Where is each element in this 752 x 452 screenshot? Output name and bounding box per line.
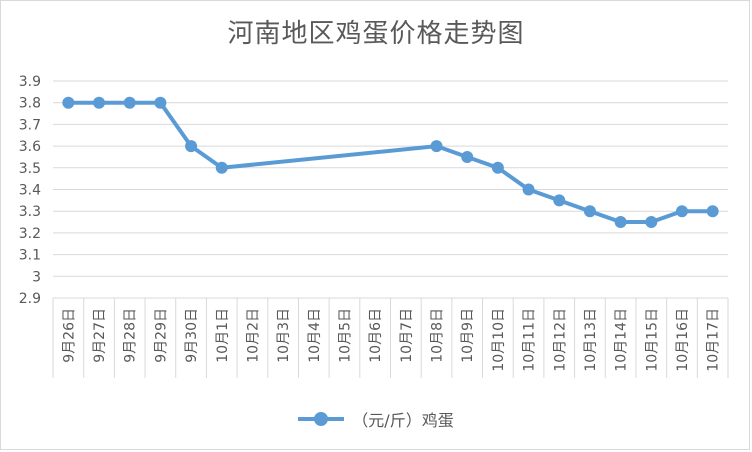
y-tick-label: 3.5 (19, 161, 41, 177)
data-point (93, 96, 106, 109)
data-point (123, 96, 136, 109)
data-point (62, 96, 75, 109)
data-point (645, 216, 658, 229)
data-point (215, 161, 228, 174)
x-tick-label: 10月15日 (644, 308, 660, 372)
x-tick-label: 9月26日 (61, 308, 77, 363)
x-tick-label: 10月8日 (430, 308, 446, 363)
x-tick-label: 10月9日 (460, 308, 476, 363)
y-tick-label: 3 (32, 269, 41, 285)
data-point (430, 140, 443, 153)
x-tick-label: 10月13日 (583, 308, 599, 372)
x-tick-label: 9月29日 (153, 308, 169, 363)
x-tick-label: 10月6日 (368, 308, 384, 363)
y-tick-label: 3.9 (19, 74, 41, 90)
y-tick-label: 3.8 (19, 96, 41, 112)
x-tick-label: 10月3日 (276, 308, 292, 363)
x-tick-label: 10月12日 (552, 308, 568, 372)
x-tick-label: 9月30日 (184, 308, 200, 363)
y-tick-label: 3.7 (19, 117, 41, 133)
x-tick-label: 10月5日 (337, 308, 353, 363)
data-point (614, 216, 627, 229)
data-point (522, 183, 535, 196)
y-tick-label: 3.4 (19, 183, 41, 199)
chart-title: 河南地区鸡蛋价格走势图 (227, 19, 525, 49)
x-tick-label: 10月4日 (307, 308, 323, 363)
x-tick-label: 10月11日 (522, 308, 538, 372)
data-point (491, 161, 504, 174)
data-point (706, 205, 719, 218)
x-tick-label: 10月7日 (399, 308, 415, 363)
x-tick-label: 9月28日 (123, 308, 139, 363)
y-tick-label: 3.6 (19, 139, 41, 155)
data-point (553, 194, 566, 207)
legend-line-marker (298, 412, 345, 426)
y-tick-label: 3.1 (19, 248, 41, 264)
x-tick-label: 10月14日 (614, 308, 630, 372)
x-tick-label: 10月2日 (245, 308, 261, 363)
legend: （元/斤）鸡蛋 (1, 407, 751, 431)
y-tick-label: 3.2 (19, 226, 41, 242)
data-point (154, 96, 167, 109)
x-tick-label: 10月10日 (491, 308, 507, 372)
data-point (461, 150, 474, 163)
x-tick-label: 10月16日 (675, 308, 691, 372)
data-point (185, 140, 198, 153)
data-point (583, 205, 596, 218)
series-line (68, 100, 713, 225)
y-tick-label: 3.3 (19, 204, 41, 220)
y-tick-label: 2.9 (19, 291, 41, 307)
x-tick-label: 10月1日 (215, 308, 231, 363)
x-tick-label: 10月17日 (706, 308, 722, 372)
x-tick-label: 9月27日 (92, 308, 108, 363)
legend-label: （元/斤）鸡蛋 (352, 411, 454, 430)
data-point (675, 205, 688, 218)
